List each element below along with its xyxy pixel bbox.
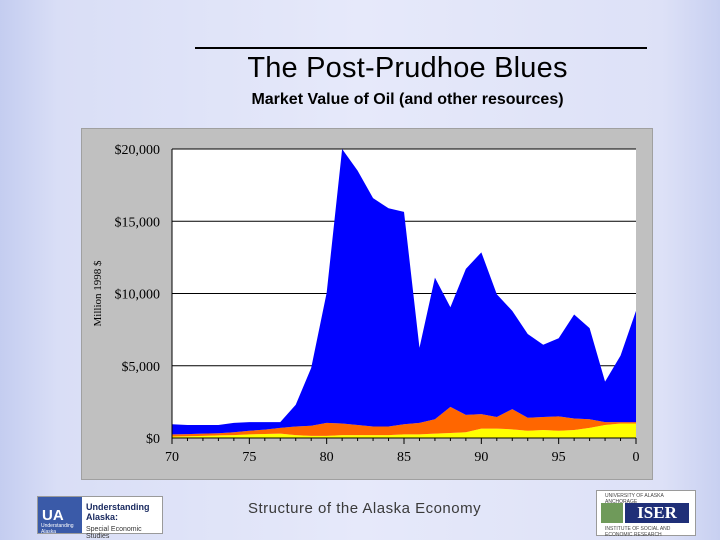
area-series-1 [172, 423, 636, 438]
y-tick-label: $0 [146, 432, 160, 447]
area-series-2 [172, 406, 636, 437]
ua-logo-small: Understanding Alaska [41, 523, 74, 535]
chart-frame: $0 $5,000 $10,000 $15,000 $20,000 70 75 80 85 90 9… [81, 128, 653, 480]
iser-logo: UNIVERSITY OF ALASKA ANCHORAGE ISER INST… [596, 490, 696, 538]
ua-logo-mark: UA Understanding Alaska [38, 497, 82, 535]
y-tick-label: $5,000 [122, 360, 161, 375]
area-chart: $0 $5,000 $10,000 $15,000 $20,000 70 75 80 85 90 9… [92, 143, 640, 465]
understanding-alaska-logo: UA Understanding Alaska Understanding Al… [37, 496, 163, 540]
x-tick-label: 75 [242, 450, 256, 465]
x-tick-label: 0 [633, 450, 640, 465]
iser-logo-emblem-icon [601, 503, 623, 523]
slide-subtitle: Market Value of Oil (and other resources… [251, 91, 564, 108]
y-tick-label: $20,000 [115, 143, 161, 158]
y-tick-label: $15,000 [115, 215, 161, 230]
iser-logo-bottom-text: INSTITUTE OF SOCIAL AND ECONOMIC RESEARC… [605, 526, 671, 538]
area-series-3 [172, 149, 636, 435]
iser-logo-name: ISER [625, 503, 689, 523]
logo-left-subtitle: Special Economic Studies [86, 526, 142, 540]
x-tick-label: 85 [397, 450, 411, 465]
ua-logo-letters: UA [42, 507, 64, 524]
x-tick-label: 80 [320, 450, 334, 465]
logo-left-title: Understanding Alaska: [86, 502, 150, 522]
x-tick-label: 70 [165, 450, 179, 465]
slide-title: The Post-Prudhoe Blues [247, 52, 568, 84]
x-tick-label: 90 [474, 450, 488, 465]
footer-text: Structure of the Alaska Economy [248, 500, 482, 517]
y-axis-label: Million 1998 $ [92, 260, 104, 327]
title-rule [195, 47, 647, 49]
iser-logo-top-text: UNIVERSITY OF ALASKA ANCHORAGE [605, 493, 664, 505]
x-tick-label: 95 [552, 450, 566, 465]
y-tick-label: $10,000 [115, 288, 161, 303]
